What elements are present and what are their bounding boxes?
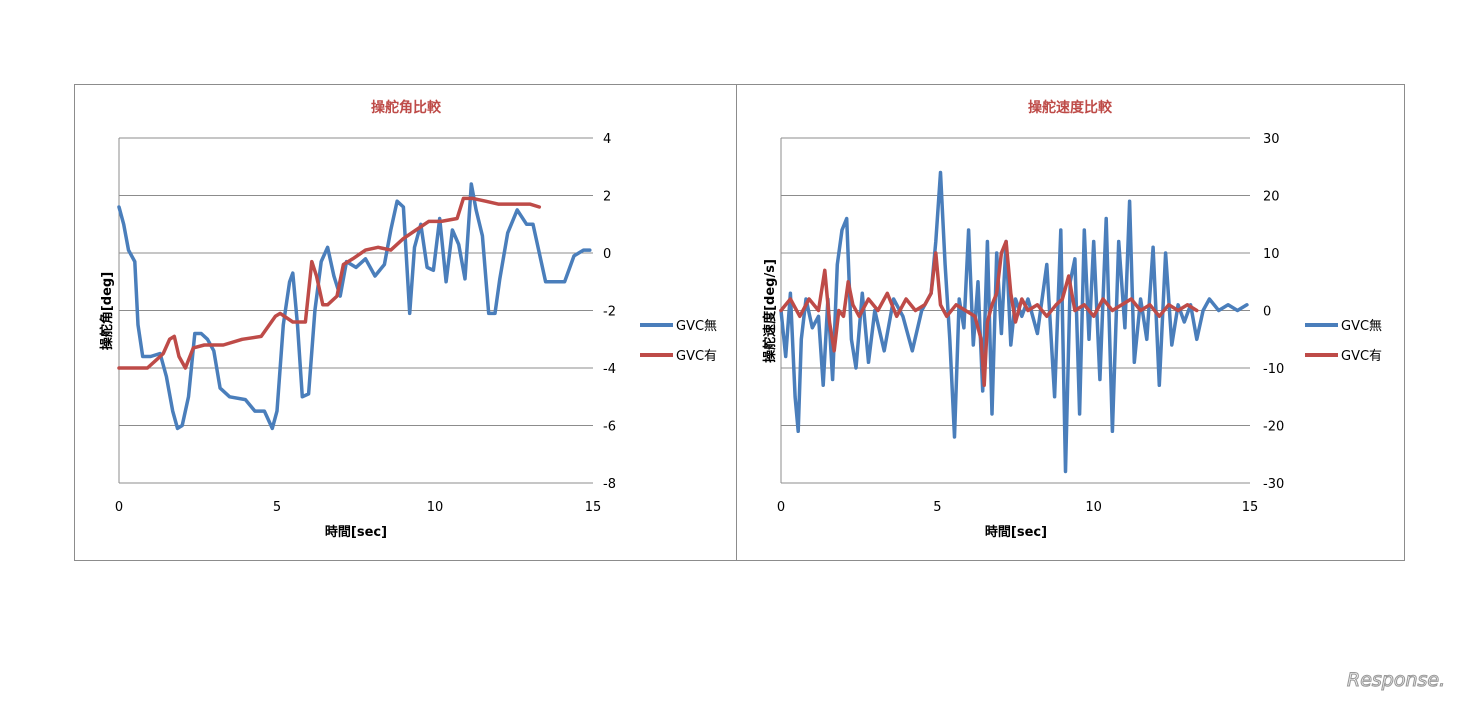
x-tick-labels: 0 5 10 15	[115, 500, 601, 515]
y-tick-labels: 30 20 10 0 -10 -20 -30	[1263, 132, 1284, 492]
x-tick-label: 10	[427, 500, 444, 515]
steering-speed-chart: 操舵速度比較 30 20 10 0 -10 -20 -30 0 5 10 15 時間[sec] 操…	[762, 99, 1382, 540]
x-tick-label: 0	[777, 500, 785, 515]
y-tick-label: 4	[603, 132, 611, 147]
x-tick-label: 5	[933, 500, 941, 515]
y-tick-label: 0	[1263, 305, 1271, 320]
legend-label: GVC無	[1341, 319, 1382, 334]
x-tick-label: 5	[273, 500, 281, 515]
legend-label: GVC有	[1341, 349, 1382, 364]
legend: GVC無 GVC有	[1305, 319, 1382, 364]
y-tick-label: 10	[1263, 247, 1280, 262]
x-tick-labels: 0 5 10 15	[777, 500, 1258, 515]
x-axis-label: 時間[sec]	[985, 524, 1047, 540]
series-line	[779, 239, 1199, 388]
watermark-text: Response.	[1347, 669, 1445, 691]
steering-angle-chart: 操舵角比較 4 2 0 -2 -4 -6 -8 0 5 10 15 時間[sec] 操舵角[deg…	[99, 99, 717, 540]
legend-label: GVC無	[676, 319, 717, 334]
chart-title: 操舵角比較	[371, 99, 442, 116]
watermark-logo: Response.	[1346, 668, 1445, 691]
x-tick-label: 15	[585, 500, 602, 515]
y-tick-labels: 4 2 0 -2 -4 -6 -8	[603, 132, 616, 492]
y-tick-label: -2	[603, 305, 616, 320]
series-line	[779, 170, 1249, 474]
y-tick-label: -10	[1263, 362, 1284, 377]
legend-label: GVC有	[676, 349, 717, 364]
series-line	[117, 196, 542, 370]
series-lines	[779, 170, 1249, 474]
series-lines	[117, 182, 592, 431]
legend: GVC無 GVC有	[640, 319, 717, 364]
chart-title: 操舵速度比較	[1028, 99, 1113, 116]
y-tick-label: -4	[603, 362, 616, 377]
y-tick-label: 30	[1263, 132, 1280, 147]
y-tick-label: -20	[1263, 420, 1284, 435]
y-tick-label: 2	[603, 190, 611, 205]
gridlines	[118, 137, 593, 484]
x-tick-label: 0	[115, 500, 123, 515]
series-line	[117, 182, 592, 431]
y-axis-label: 操舵速度[deg/s]	[762, 259, 778, 363]
x-axis-label: 時間[sec]	[325, 524, 387, 540]
chart-panel-left	[74, 84, 737, 561]
y-tick-label: -8	[603, 477, 616, 492]
y-tick-label: 20	[1263, 190, 1280, 205]
y-tick-label: -6	[603, 420, 616, 435]
y-axis-label: 操舵角[deg]	[99, 272, 115, 350]
x-tick-label: 10	[1085, 500, 1102, 515]
x-tick-label: 15	[1242, 500, 1259, 515]
y-tick-label: 0	[603, 247, 611, 262]
y-tick-label: -30	[1263, 477, 1284, 492]
